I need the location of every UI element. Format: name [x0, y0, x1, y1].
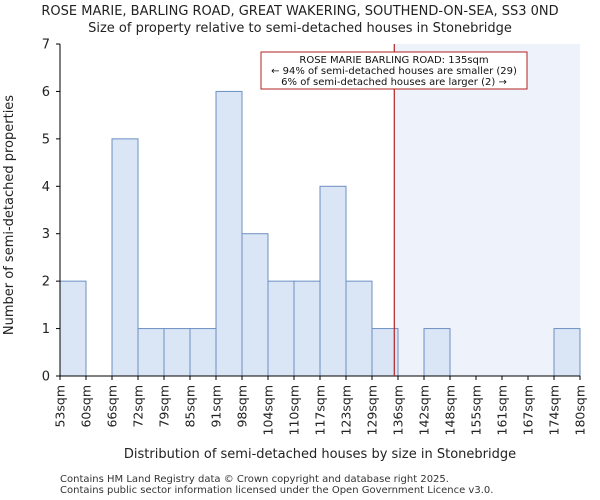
x-tick-label: 129sqm — [365, 385, 380, 435]
bar-98sqm — [241, 233, 269, 377]
x-tick-label: 142sqm — [417, 385, 432, 435]
x-tick-label: 104sqm — [261, 385, 276, 435]
x-tick-label: 110sqm — [287, 385, 302, 435]
x-tick-label: 98sqm — [235, 385, 250, 428]
chart-title: ROSE MARIE, BARLING ROAD, GREAT WAKERING… — [41, 4, 559, 19]
x-axis-label: Distribution of semi-detached houses by … — [124, 447, 516, 462]
marker-group: ROSE MARIE BARLING ROAD: 135sqm← 94% of … — [260, 44, 528, 376]
bar-85sqm — [189, 328, 217, 377]
shaded-larger-region — [394, 44, 580, 376]
bar-142sqm — [423, 328, 451, 377]
bar-104sqm — [267, 280, 295, 377]
x-tick-label: 66sqm — [105, 385, 120, 428]
x-tick-label: 123sqm — [339, 385, 354, 435]
x-tick-label: 117sqm — [313, 385, 328, 435]
x-tick-label: 60sqm — [79, 385, 94, 428]
y-tick-label: 1 — [42, 322, 50, 337]
bar-174sqm — [553, 328, 581, 377]
chart-subtitle: Size of property relative to semi-detach… — [88, 21, 512, 36]
y-tick-label: 5 — [42, 132, 50, 147]
x-tick-label: 136sqm — [391, 385, 406, 435]
annotation-box — [260, 51, 528, 90]
x-tick-label: 53sqm — [53, 385, 68, 428]
bar-66sqm — [111, 138, 139, 377]
bar-91sqm — [215, 90, 243, 377]
y-axis-label: Number of semi-detached properties — [2, 95, 17, 335]
footer-licence: Contains public sector information licen… — [60, 485, 494, 496]
y-tick-label: 7 — [42, 38, 50, 53]
annotation-line: ← 94% of semi-detached houses are smalle… — [271, 66, 517, 77]
annotation-line: 6% of semi-detached houses are larger (2… — [281, 77, 507, 88]
x-ticks-group: 53sqm 60sqm 66sqm 72sqm 79sqm 85sqm 91sqm 98sqm… — [53, 376, 588, 435]
x-tick-label: 85sqm — [183, 385, 198, 428]
bar-117sqm — [319, 185, 347, 377]
bar-123sqm — [345, 280, 373, 377]
x-tick-label: 155sqm — [469, 385, 484, 435]
y-tick-label: 4 — [42, 180, 50, 195]
x-tick-label: 161sqm — [495, 385, 510, 435]
bar-129sqm — [371, 328, 399, 377]
bar-110sqm — [293, 280, 321, 377]
annotation-line: ROSE MARIE BARLING ROAD: 135sqm — [299, 55, 488, 66]
x-tick-label: 174sqm — [547, 385, 562, 435]
bar-79sqm — [163, 328, 191, 377]
x-tick-label: 180sqm — [573, 385, 588, 435]
y-tick-label: 6 — [42, 85, 50, 100]
x-tick-label: 91sqm — [209, 385, 224, 428]
y-ticks-group: 0 1 2 3 4 5 6 7 — [42, 38, 60, 385]
footer-copyright: Contains HM Land Registry data © Crown c… — [60, 474, 449, 485]
larger-region-shade — [394, 44, 580, 376]
x-tick-label: 72sqm — [131, 385, 146, 428]
bars-group — [59, 90, 581, 377]
y-tick-label: 2 — [42, 275, 50, 290]
x-tick-label: 79sqm — [157, 385, 172, 428]
bar-53sqm — [59, 280, 87, 377]
bar-72sqm — [137, 328, 165, 377]
x-tick-label: 148sqm — [443, 385, 458, 435]
y-tick-label: 3 — [42, 227, 50, 242]
y-tick-label: 0 — [42, 370, 50, 385]
x-tick-label: 167sqm — [521, 385, 536, 435]
